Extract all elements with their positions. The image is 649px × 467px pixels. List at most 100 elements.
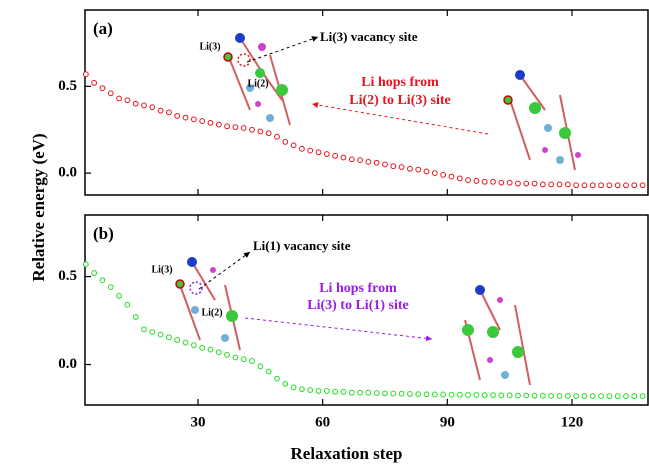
data-point xyxy=(240,356,247,363)
data-point xyxy=(215,121,222,128)
data-point xyxy=(274,375,280,382)
data-point xyxy=(307,387,314,393)
data-point xyxy=(99,277,106,283)
data-point xyxy=(573,182,580,189)
data-point xyxy=(365,158,372,165)
panel-label: (b) xyxy=(93,224,114,243)
data-point xyxy=(539,392,546,399)
data-point xyxy=(465,392,471,398)
data-point xyxy=(639,182,646,189)
y-tick-label: 0.0 xyxy=(58,165,77,181)
data-point xyxy=(323,151,330,157)
data-point xyxy=(190,342,197,349)
data-point xyxy=(523,180,530,187)
data-point xyxy=(157,107,164,114)
annotation: Li(3) xyxy=(199,41,220,52)
data-point xyxy=(598,182,604,189)
data-point xyxy=(257,128,264,135)
data-point xyxy=(141,326,147,333)
data-point xyxy=(548,392,555,399)
plot-frame xyxy=(84,9,649,196)
x-axis-label: Relaxation step xyxy=(291,444,403,463)
y-tick-label: 0.5 xyxy=(58,78,77,94)
data-point xyxy=(124,301,131,308)
annotation: Li(3) vacancy site xyxy=(320,29,418,44)
data-point xyxy=(307,147,314,154)
data-point xyxy=(598,393,604,400)
data-point xyxy=(174,112,181,119)
annotation: Li(2) xyxy=(247,78,268,89)
data-point xyxy=(282,138,289,145)
data-point xyxy=(564,181,571,188)
structure-a2 xyxy=(503,70,581,171)
data-point xyxy=(398,390,405,397)
data-point xyxy=(182,114,189,121)
data-point xyxy=(332,388,339,395)
data-point xyxy=(315,149,322,156)
data-point xyxy=(465,177,471,183)
data-point xyxy=(199,118,206,124)
data-point xyxy=(456,175,463,182)
data-point xyxy=(215,349,222,356)
data-point xyxy=(431,170,438,177)
data-point xyxy=(390,163,397,170)
data-point xyxy=(440,171,447,178)
data-point xyxy=(315,388,322,394)
data-point xyxy=(365,389,372,396)
data-point xyxy=(348,156,355,163)
data-point xyxy=(298,386,305,393)
data-point xyxy=(623,393,629,400)
data-point xyxy=(631,182,638,189)
data-point xyxy=(407,391,413,397)
data-point xyxy=(232,354,239,361)
data-point xyxy=(523,392,530,399)
data-point xyxy=(415,166,422,173)
data-point xyxy=(506,392,513,399)
data-point xyxy=(282,380,289,387)
data-point xyxy=(473,392,480,398)
data-point xyxy=(423,168,430,175)
data-point xyxy=(116,293,122,299)
arrow xyxy=(198,251,251,290)
data-point xyxy=(348,389,355,396)
data-point xyxy=(639,393,646,400)
data-point xyxy=(357,157,363,164)
data-point xyxy=(190,116,197,123)
data-point xyxy=(589,182,596,189)
data-point xyxy=(382,390,388,397)
arrow xyxy=(246,36,319,63)
data-point xyxy=(606,393,613,400)
data-point xyxy=(431,391,438,398)
data-point xyxy=(531,392,538,399)
data-point xyxy=(456,391,463,398)
data-point xyxy=(207,346,214,353)
x-tick-label: 30 xyxy=(191,414,206,430)
data-point xyxy=(116,95,122,102)
data-point xyxy=(99,85,106,91)
data-point xyxy=(357,389,363,396)
data-point xyxy=(498,392,505,399)
data-point xyxy=(340,154,347,161)
annotation: Li(1) vacancy site xyxy=(253,238,351,253)
data-point xyxy=(132,100,139,107)
data-point xyxy=(473,178,480,184)
data-point xyxy=(631,393,638,400)
data-point xyxy=(340,388,347,395)
data-point xyxy=(573,393,580,399)
data-point xyxy=(589,393,596,399)
data-point xyxy=(157,331,164,338)
data-point xyxy=(606,182,613,189)
x-tick-label: 90 xyxy=(440,414,455,430)
data-point xyxy=(141,102,147,109)
data-point xyxy=(556,181,563,188)
data-point xyxy=(298,145,305,152)
data-point xyxy=(506,179,513,186)
x-tick-label: 60 xyxy=(315,414,330,430)
data-point xyxy=(249,126,255,133)
annotation: Li(2) to Li(3) site xyxy=(349,93,450,108)
annotation: Li(3) xyxy=(151,264,172,275)
data-point xyxy=(515,180,521,187)
data-point xyxy=(166,109,172,116)
data-point xyxy=(257,363,264,370)
structure-a1 xyxy=(223,33,291,126)
